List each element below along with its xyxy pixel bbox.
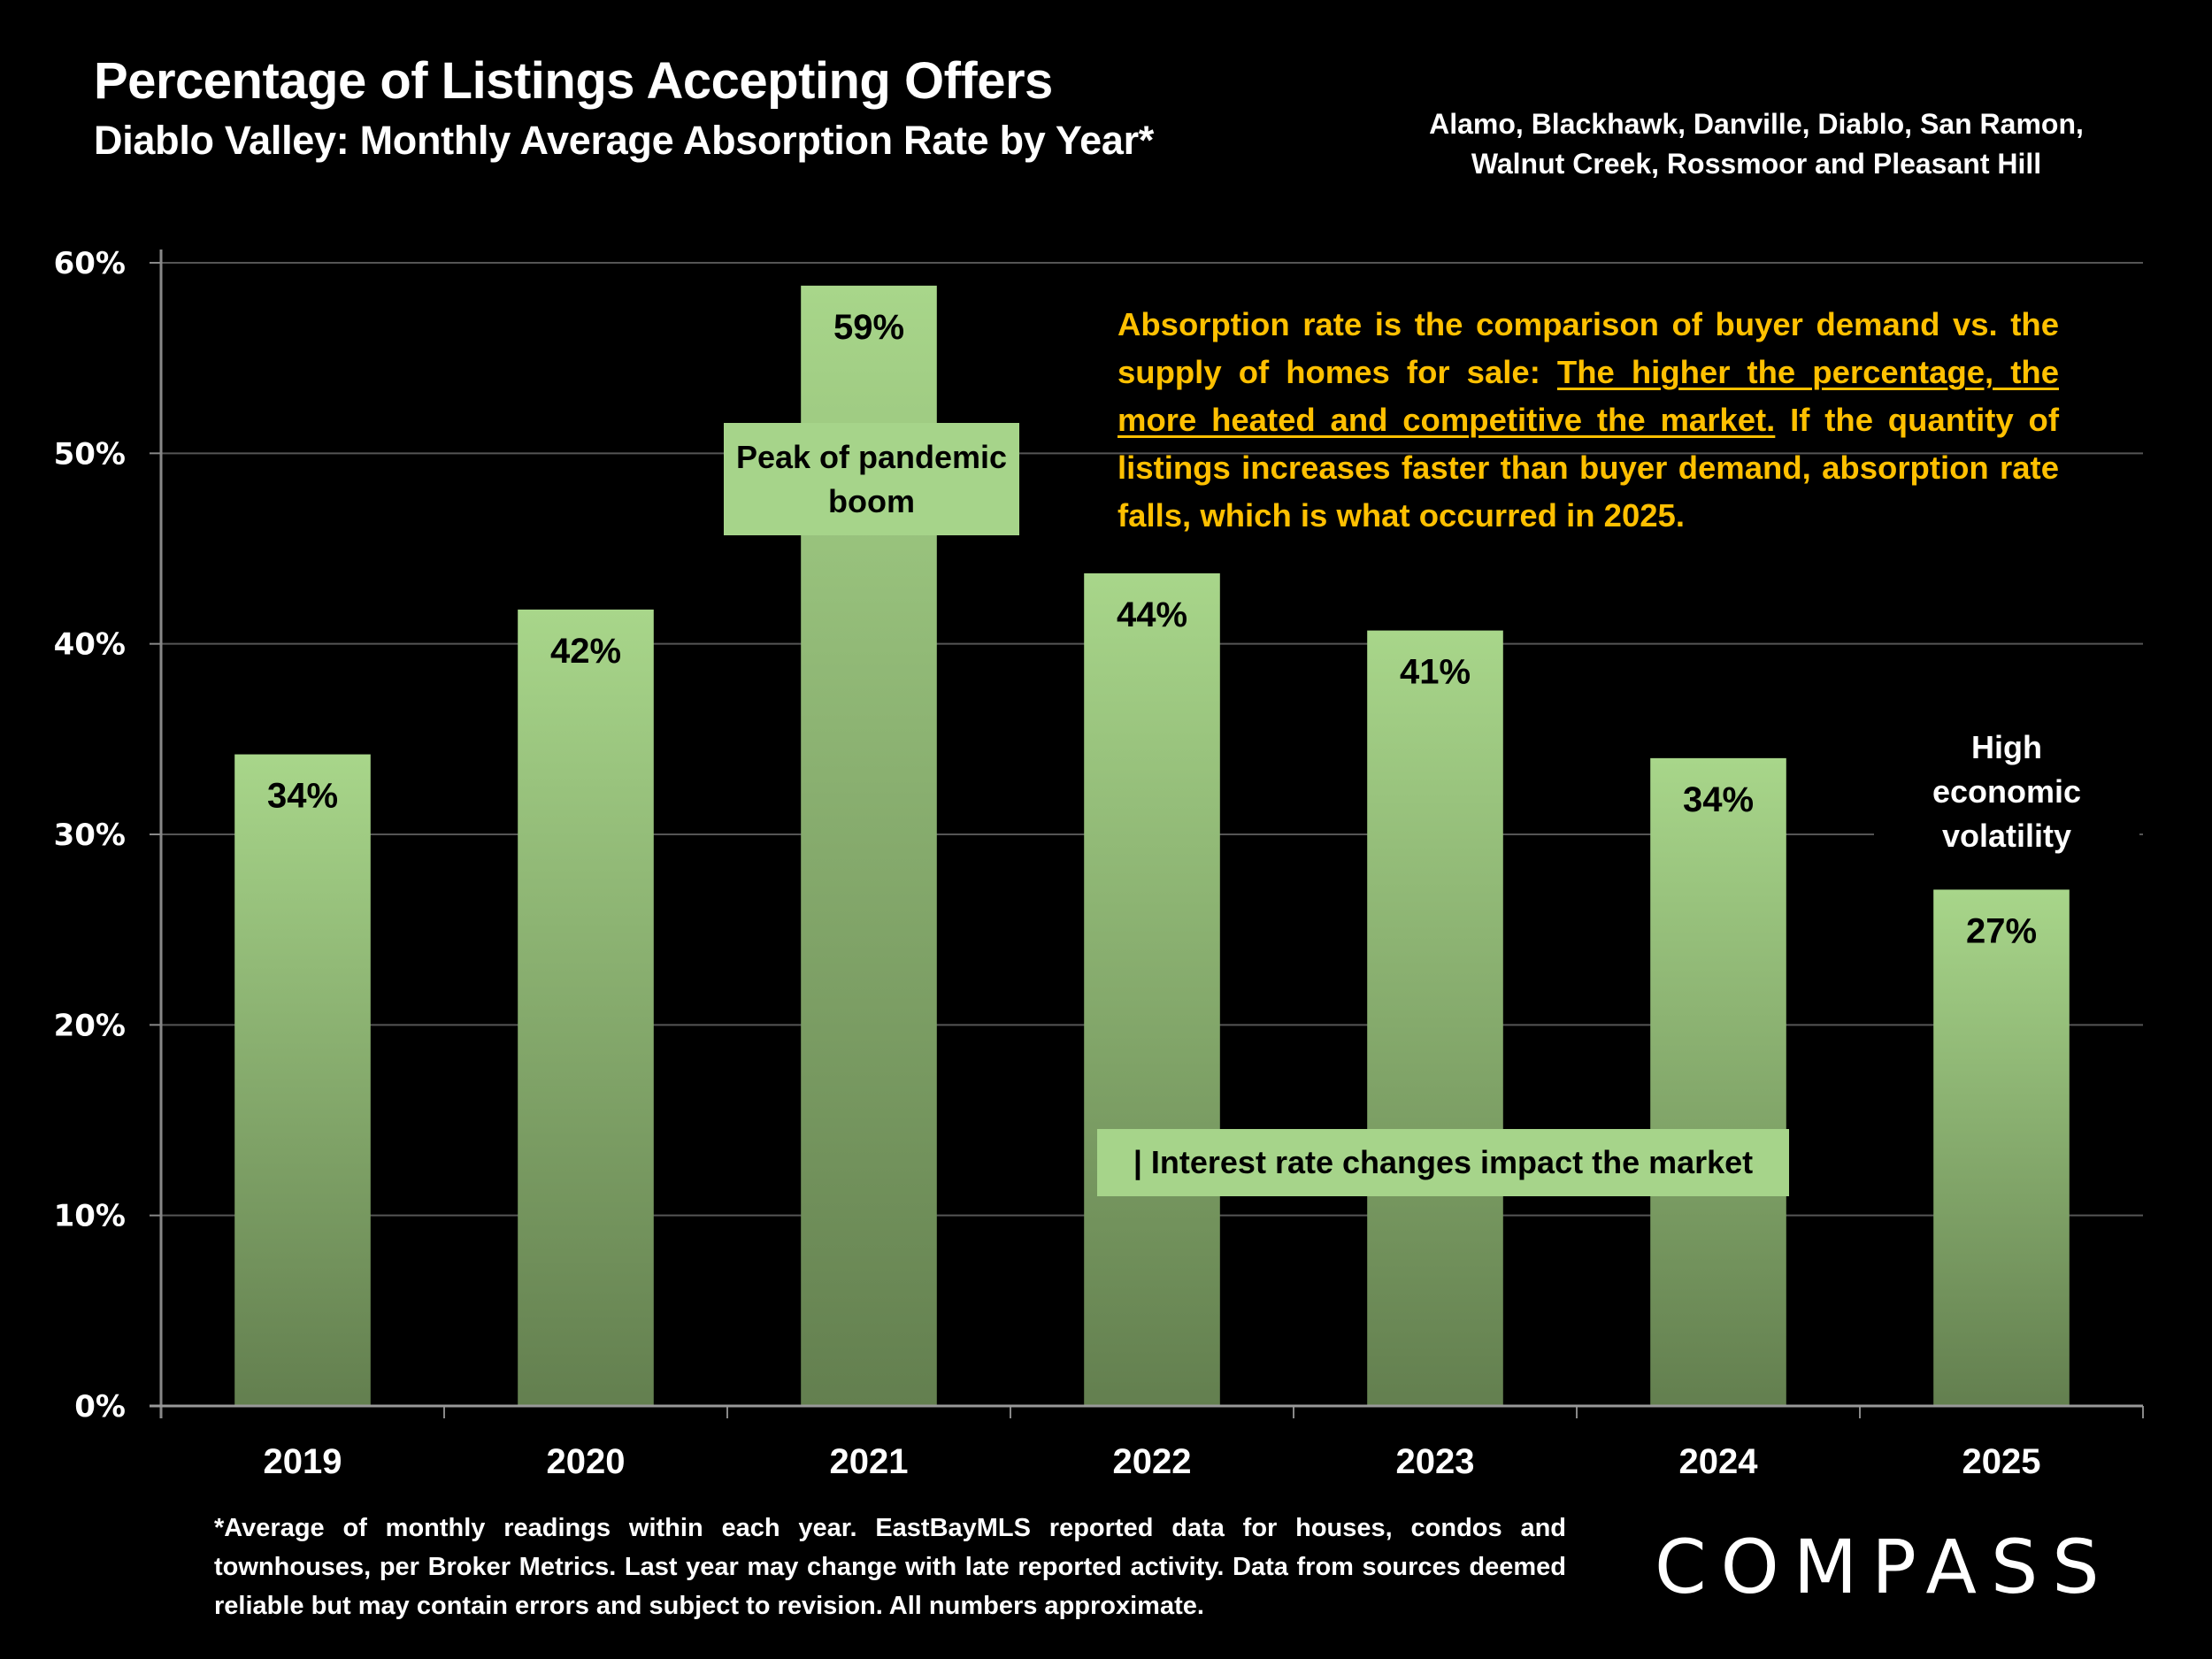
interest-rate-callout: | Interest rate changes impact the marke… (1097, 1129, 1789, 1196)
regions-list: Alamo, Blackhawk, Danville, Diablo, San … (1380, 104, 2132, 184)
footnote: *Average of monthly readings within each… (214, 1514, 1566, 1620)
volatility-line-3: volatility (1941, 818, 2072, 854)
x-tick-label-2024: 2024 (1679, 1442, 1759, 1481)
y-tick-label: 50% (54, 436, 126, 472)
bar-2020 (518, 609, 654, 1406)
regions-line-1: Alamo, Blackhawk, Danville, Diablo, San … (1429, 108, 2084, 140)
economic-volatility-callout: High economic volatility (1874, 726, 2139, 858)
volatility-line-2: economic (1932, 773, 2082, 810)
x-axis-ticks: 2019 2020 2021 2022 2023 2024 2025 (264, 1442, 2041, 1481)
peak-pandemic-callout: Peak of pandemic boom (724, 423, 1019, 535)
chart-subtitle: Diablo Valley: Monthly Average Absorptio… (94, 118, 1154, 163)
y-tick-label: 0% (74, 1389, 126, 1425)
bar-2025 (1933, 889, 2070, 1406)
y-axis-ticks: 0% 10% 20% 30% 40% 50% 60% (54, 246, 126, 1425)
data-label-2023: 41% (1400, 653, 1471, 692)
chart-title: Percentage of Listings Accepting Offers (94, 52, 1053, 110)
data-labels: 34% 42% 59% 44% 41% 34% 27% (267, 308, 2037, 951)
bar-2022 (1084, 572, 1220, 1406)
y-tick-label: 20% (54, 1008, 126, 1043)
x-tick-label-2021: 2021 (830, 1442, 909, 1481)
bar-2023 (1367, 630, 1503, 1406)
y-tick-label: 30% (54, 818, 126, 853)
regions-line-2: Walnut Creek, Rossmoor and Pleasant Hill (1471, 148, 2042, 180)
data-label-2022: 44% (1117, 595, 1187, 634)
data-label-2024: 34% (1683, 780, 1754, 819)
note-text-underlined: The higher the percentage, the more heat… (1118, 354, 2060, 438)
volatility-line-1: High (1971, 729, 2042, 765)
note-text-1: Absorption rate is the comparison of buy… (1118, 306, 2059, 390)
axes (150, 250, 2144, 1418)
y-tick-label: 10% (54, 1199, 126, 1234)
y-tick-label: 40% (54, 627, 126, 663)
bar-2024 (1650, 757, 1786, 1406)
data-label-2019: 34% (267, 777, 338, 816)
x-tick-label-2025: 2025 (1962, 1442, 2041, 1481)
x-tick-label-2019: 2019 (264, 1442, 342, 1481)
x-tick-label-2023: 2023 (1396, 1442, 1475, 1481)
bar-2019 (234, 754, 371, 1406)
data-label-2020: 42% (550, 632, 621, 671)
data-label-2025: 27% (1966, 911, 2037, 950)
note-text-2: If the quantity of listings increases fa… (1118, 402, 2060, 534)
compass-logo: COMPASS (1655, 1524, 2114, 1610)
y-tick-label: 60% (54, 246, 126, 281)
data-label-2021: 59% (833, 308, 904, 347)
absorption-explanation: Absorption rate is the comparison of buy… (1118, 301, 2059, 540)
x-tick-label-2022: 2022 (1113, 1442, 1192, 1481)
x-tick-label-2020: 2020 (547, 1442, 626, 1481)
